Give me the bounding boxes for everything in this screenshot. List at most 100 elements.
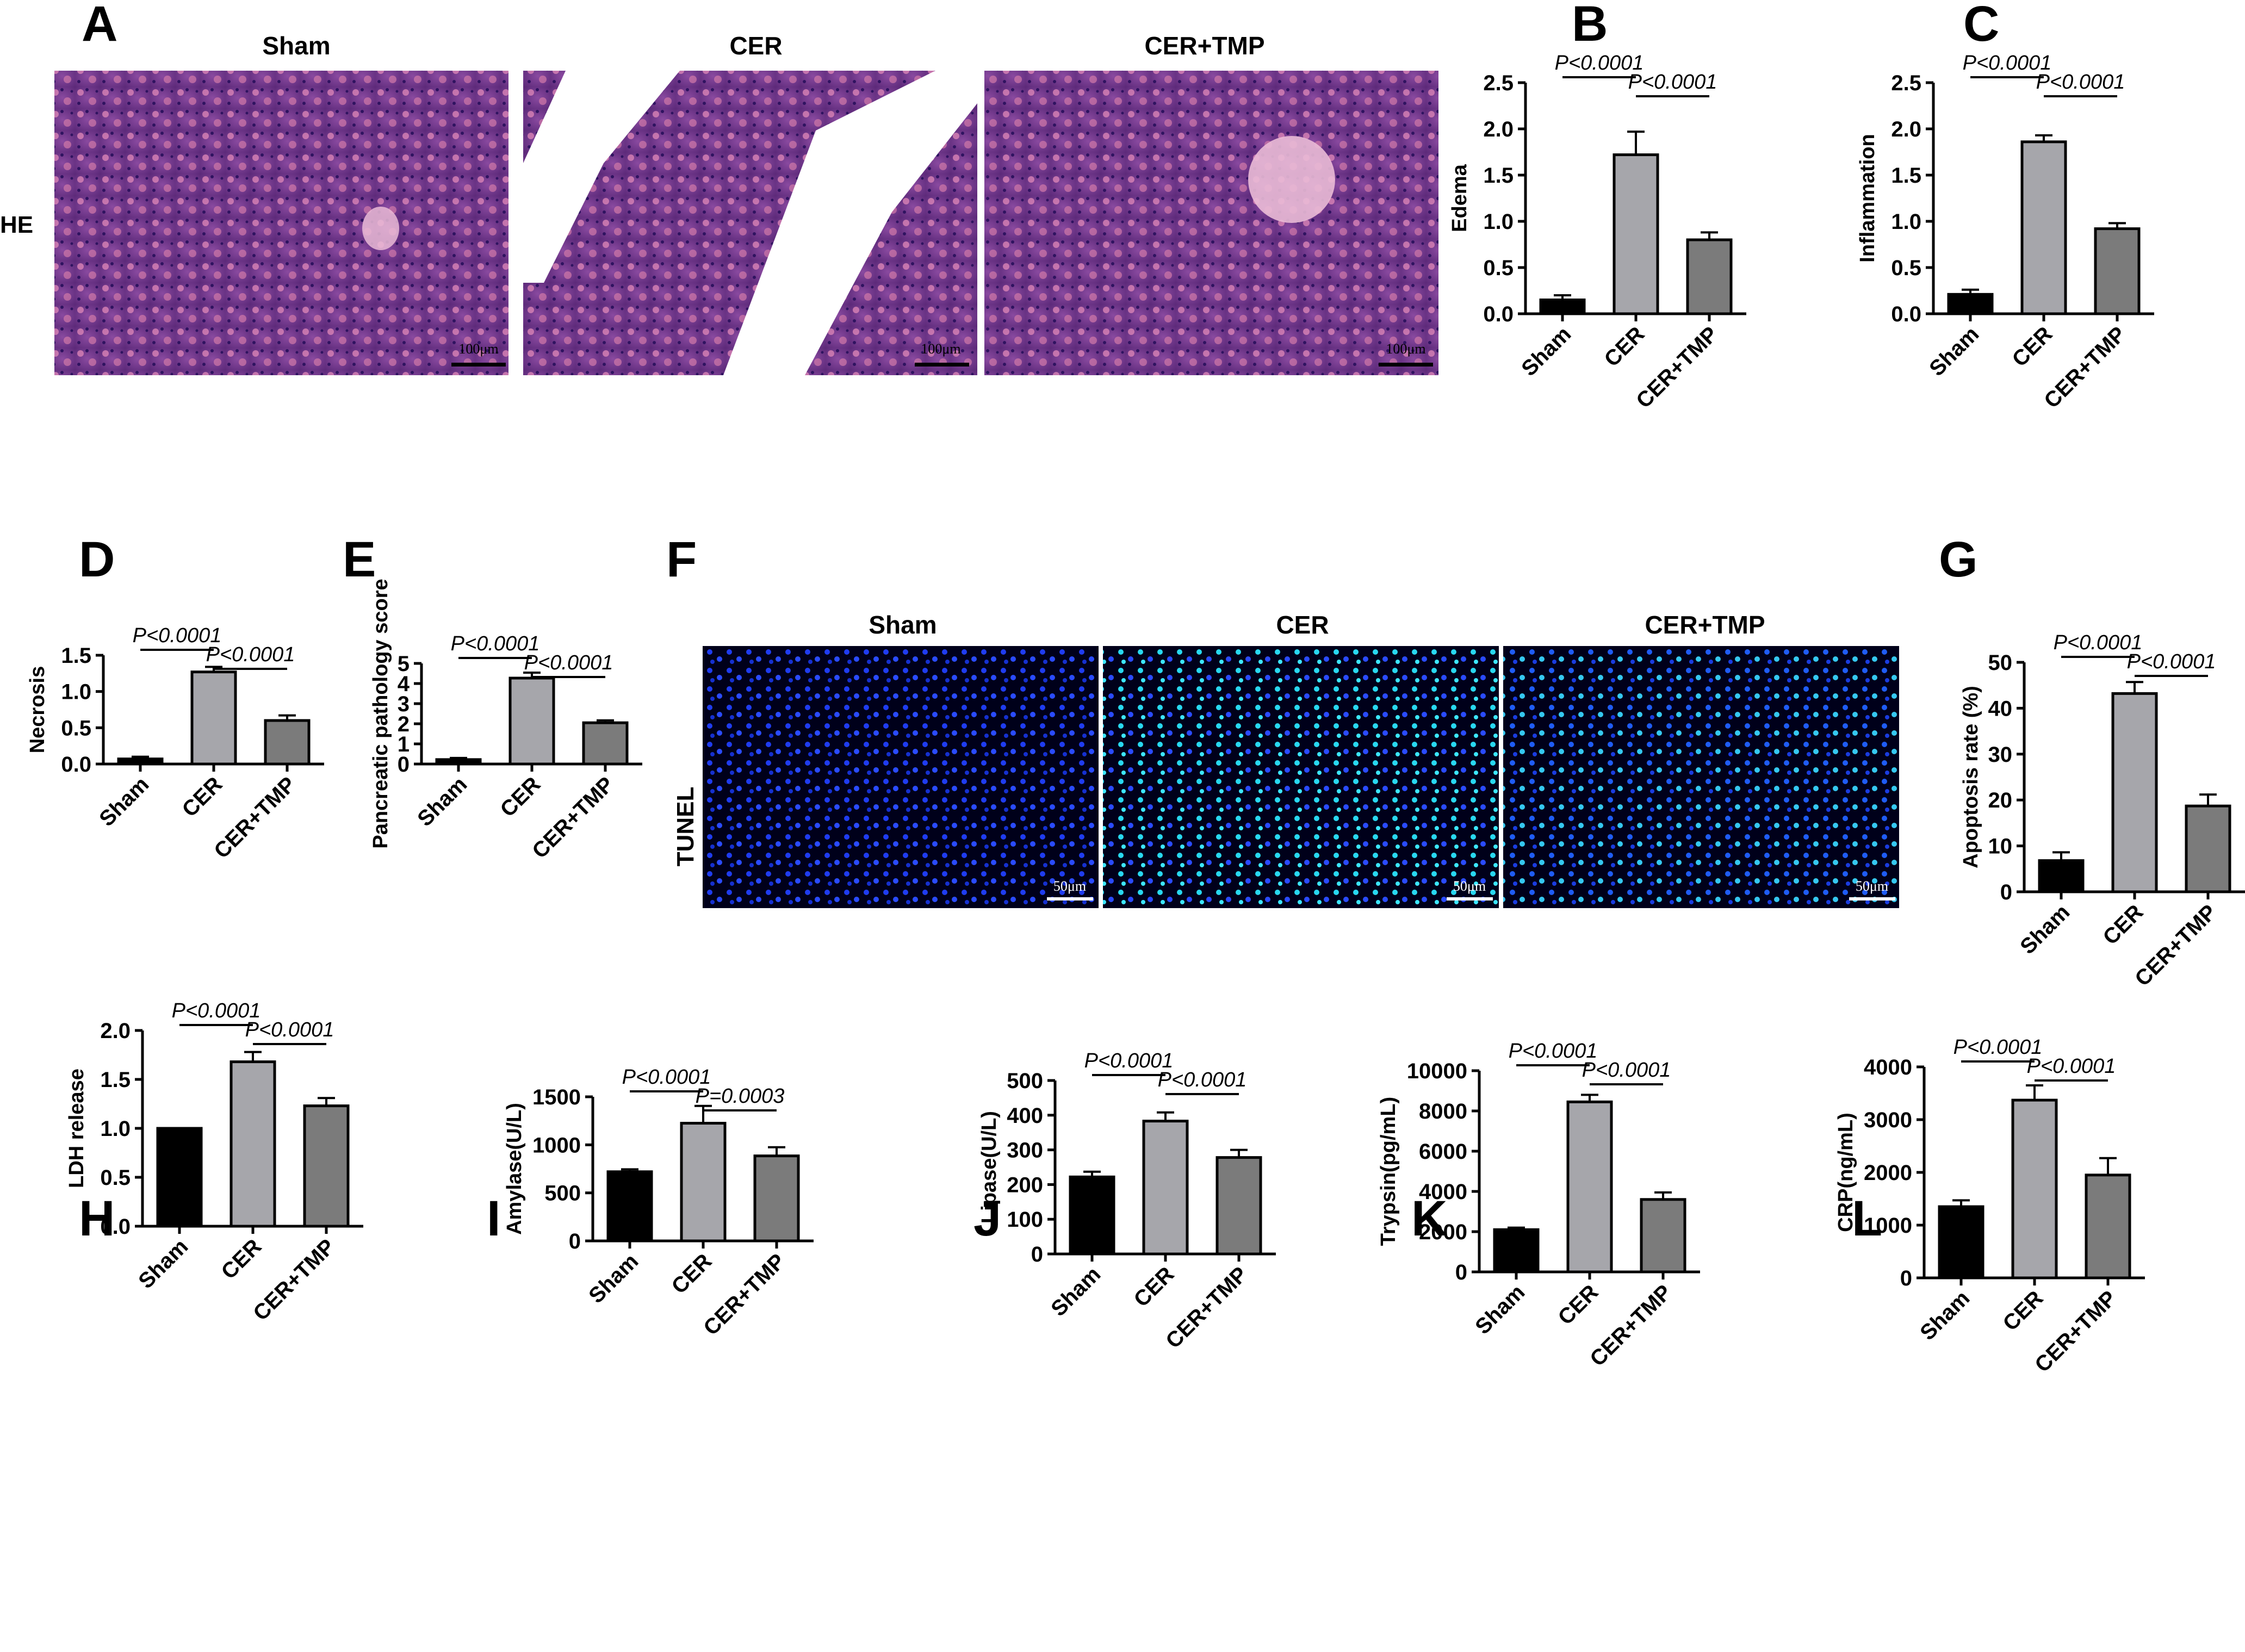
category-label-c-0: Sham	[1925, 322, 1983, 381]
bar-g-1	[2111, 692, 2158, 893]
p-value-h-1: P<0.0001	[245, 1018, 334, 1041]
category-label-l-0: Sham	[1915, 1286, 1974, 1345]
category-label-g-1: CER	[2099, 900, 2148, 949]
scale-label-sham: 100μm	[458, 341, 498, 357]
bar-d-1	[190, 670, 237, 766]
y-tick-label-b: 1.0	[1483, 210, 1514, 234]
y-tick-label-h: 0.0	[100, 1215, 131, 1239]
y-axis-label-c: Inflammation	[1856, 134, 1879, 262]
panel-letter-b: B	[1572, 0, 1608, 52]
bar-i-0	[606, 1170, 653, 1243]
y-tick-label-j: 300	[1007, 1139, 1043, 1163]
y-tick-label-c: 1.0	[1891, 210, 1921, 234]
p-value-k-0: P<0.0001	[1509, 1040, 1598, 1063]
y-tick-label-k: 10000	[1407, 1059, 1467, 1083]
p-value-i-1: P=0.0003	[696, 1085, 785, 1108]
tunel-scale-label-sham: 50μm	[1053, 878, 1086, 894]
y-axis-label-g: Apoptosis rate (%)	[1959, 686, 1982, 868]
p-value-e-0: P<0.0001	[451, 632, 540, 655]
bar-d-2	[264, 719, 311, 766]
tunel-image-cer-tmp: CER+TMP 50μm	[1503, 611, 1899, 908]
y-tick-label-e: 2	[398, 712, 410, 736]
y-tick-label-d: 1.5	[61, 644, 91, 668]
he-micrograph-sham	[54, 71, 508, 375]
he-image-cer: CER 100μm	[523, 32, 977, 375]
panel-letter-e: E	[343, 532, 376, 587]
y-tick-label-j: 200	[1007, 1173, 1043, 1197]
panel-letter-j: J	[973, 1191, 1001, 1246]
y-tick-label-j: 500	[1007, 1069, 1043, 1093]
bar-e-1	[508, 676, 555, 766]
islet-cer-tmp	[1248, 136, 1335, 223]
category-label-c-1: CER	[2008, 322, 2057, 371]
bar-g-0	[2038, 859, 2085, 893]
scale-label-cer: 100μm	[921, 341, 960, 357]
y-tick-label-b: 2.0	[1483, 117, 1514, 141]
tunel-image-cer: CER 50μm	[1103, 611, 1499, 908]
he-image-cer-tmp: CER+TMP 100μm	[984, 32, 1438, 375]
category-label-e-0: Sham	[413, 772, 472, 831]
y-tick-label-d: 0.0	[61, 753, 91, 777]
y-tick-label-b: 2.5	[1483, 71, 1514, 95]
islet-sham	[362, 207, 399, 250]
category-label-d-1: CER	[178, 772, 227, 822]
tunel-micrograph-cer-tmp	[1503, 646, 1899, 908]
image-title-cer: CER	[729, 32, 782, 60]
tunel-scale-bar-sham	[1047, 897, 1093, 900]
bar-c-2	[2094, 227, 2141, 315]
bar-g-2	[2185, 804, 2231, 893]
y-tick-label-c: 2.0	[1891, 117, 1921, 141]
panel-a: A HE Sham 100μm CER 100μm CER+TMP 100μm	[0, 0, 1438, 375]
bar-l-0	[1938, 1205, 1984, 1280]
panel-letter-c: C	[1963, 0, 1999, 52]
p-value-d-1: P<0.0001	[206, 643, 295, 666]
y-axis-label-h: LDH release	[65, 1069, 88, 1188]
y-axis-label-k: Trypsin(pg/mL)	[1377, 1097, 1400, 1246]
y-tick-label-k: 4000	[1419, 1180, 1467, 1204]
p-value-l-1: P<0.0001	[2027, 1055, 2116, 1078]
row-label-tunel: TUNEL	[672, 787, 699, 867]
tunel-micrograph-sham	[703, 646, 1099, 908]
panel-letter-f: F	[666, 532, 697, 587]
tunel-title-cer: CER	[1276, 611, 1329, 639]
image-title-cer-tmp: CER+TMP	[1144, 32, 1264, 60]
y-tick-label-g: 10	[1988, 835, 2013, 859]
category-label-b-0: Sham	[1517, 322, 1576, 381]
y-tick-label-l: 1000	[1864, 1214, 1912, 1238]
bar-c-1	[2020, 140, 2067, 315]
tunel-scale-label-cer: 50μm	[1453, 878, 1486, 894]
bar-e-2	[582, 721, 629, 766]
bar-d-0	[117, 757, 164, 766]
category-label-l-1: CER	[1999, 1286, 2048, 1336]
bar-e-0	[435, 758, 482, 766]
y-tick-label-c: 0.0	[1891, 302, 1921, 326]
tunel-scale-bar-cer-tmp	[1849, 897, 1895, 900]
image-title-sham: Sham	[262, 32, 330, 60]
y-tick-label-i: 0	[569, 1229, 581, 1253]
y-tick-label-g: 0	[2000, 880, 2012, 904]
category-label-i-0: Sham	[584, 1249, 643, 1308]
tunel-scale-bar-cer	[1447, 897, 1493, 900]
y-tick-label-h: 0.5	[100, 1166, 131, 1190]
panel-letter-h: H	[79, 1191, 115, 1246]
category-label-e-1: CER	[496, 772, 545, 822]
y-axis-label-i: Amylase(U/L)	[503, 1103, 526, 1235]
y-tick-label-l: 4000	[1864, 1055, 1912, 1079]
bar-k-1	[1566, 1100, 1613, 1274]
tissue-gap-2	[723, 71, 977, 375]
p-value-e-1: P<0.0001	[524, 651, 613, 674]
y-tick-label-b: 1.5	[1483, 164, 1514, 188]
bar-i-2	[753, 1154, 800, 1243]
y-tick-label-d: 0.5	[61, 716, 91, 740]
y-tick-label-k: 2000	[1419, 1220, 1467, 1244]
bar-j-1	[1142, 1120, 1189, 1256]
bar-k-0	[1493, 1228, 1540, 1274]
bar-b-2	[1686, 238, 1733, 315]
